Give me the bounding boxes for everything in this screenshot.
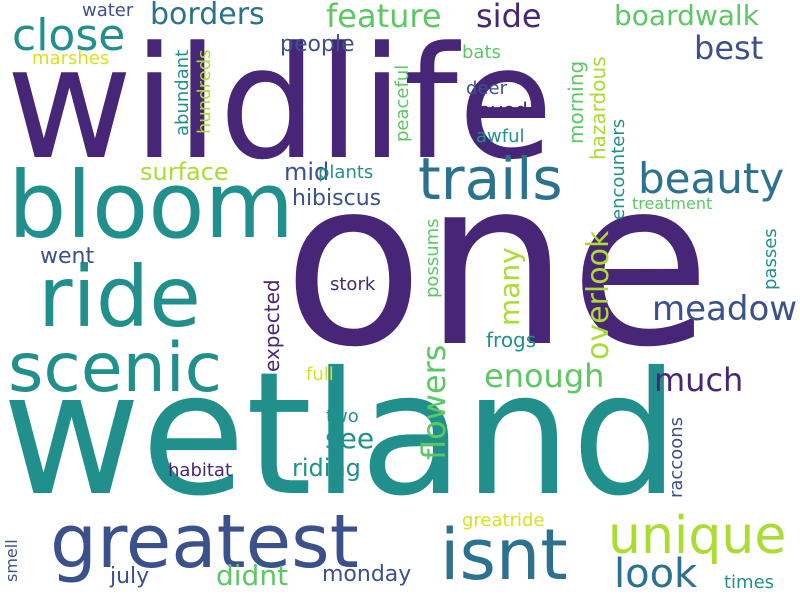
word-feature: feature bbox=[326, 0, 442, 35]
word-frogs: frogs bbox=[486, 328, 537, 352]
word-water: water bbox=[82, 0, 134, 21]
word-riding: riding bbox=[292, 454, 361, 482]
word-much: much bbox=[654, 361, 744, 399]
word-meadow: meadow bbox=[652, 289, 798, 329]
word-wetland: wetland bbox=[2, 336, 680, 534]
word-july: july bbox=[110, 564, 150, 589]
word-habitat: habitat bbox=[168, 460, 233, 481]
word-see: see bbox=[325, 422, 375, 455]
word-greatest: greatest bbox=[50, 499, 359, 585]
word-deer: deer bbox=[466, 78, 507, 99]
word-monday: monday bbox=[322, 562, 412, 587]
word-unique: unique bbox=[608, 506, 787, 566]
word-overlook: overlook bbox=[581, 230, 616, 360]
word-full: full bbox=[306, 364, 334, 385]
word-bats: bats bbox=[462, 42, 501, 63]
word-scenic: scenic bbox=[8, 329, 223, 408]
word-borders: borders bbox=[150, 0, 265, 32]
word-smell: smell bbox=[2, 539, 21, 582]
word-one: one bbox=[283, 131, 711, 398]
word-went: went bbox=[40, 244, 95, 269]
word-raccoons: raccoons bbox=[666, 416, 687, 498]
word-surface: surface bbox=[140, 158, 229, 186]
word-wildlife: wildlife bbox=[6, 13, 554, 194]
word-hundreds: hundreds bbox=[194, 49, 215, 134]
word-plants: plants bbox=[318, 162, 374, 183]
word-encounters: encounters bbox=[608, 118, 629, 220]
word-bloom: bloom bbox=[8, 152, 295, 259]
word-didnt: didnt bbox=[216, 559, 289, 592]
word-flowers: flowers bbox=[415, 344, 453, 460]
word-possums: possums bbox=[422, 218, 443, 298]
word-close: close bbox=[12, 10, 126, 61]
word-people: people bbox=[280, 32, 355, 57]
word-isnt: isnt bbox=[440, 514, 568, 596]
word-many: many bbox=[493, 247, 526, 326]
word-hibiscus: hibiscus bbox=[292, 186, 382, 211]
word-side: side bbox=[476, 0, 542, 35]
word-passes: passes bbox=[760, 228, 781, 290]
word-greatride: greatride bbox=[462, 510, 545, 531]
word-abundant: abundant bbox=[172, 49, 193, 136]
word-two: two bbox=[326, 406, 359, 427]
word-awful: awful bbox=[476, 126, 525, 147]
word-expected: expected bbox=[260, 279, 284, 372]
word-stork: stork bbox=[330, 274, 376, 295]
word-best: best bbox=[694, 29, 764, 67]
word-beauty: beauty bbox=[638, 154, 785, 203]
word-look: look bbox=[614, 551, 698, 597]
word-treatment: treatment bbox=[632, 194, 713, 213]
word-trails: trails bbox=[418, 145, 563, 213]
word-peaceful: peaceful bbox=[392, 64, 413, 142]
word-marshes: marshes bbox=[32, 48, 110, 69]
word-boardwalk: boardwalk bbox=[614, 0, 759, 32]
word-mid: mid bbox=[284, 158, 330, 186]
word-hazardous: hazardous bbox=[586, 56, 610, 160]
word-enough: enough bbox=[484, 357, 605, 395]
word-times: times bbox=[724, 572, 775, 593]
word-paved: paved bbox=[466, 98, 528, 122]
word-morning: morning bbox=[564, 60, 588, 144]
word-ride: ride bbox=[38, 248, 201, 346]
